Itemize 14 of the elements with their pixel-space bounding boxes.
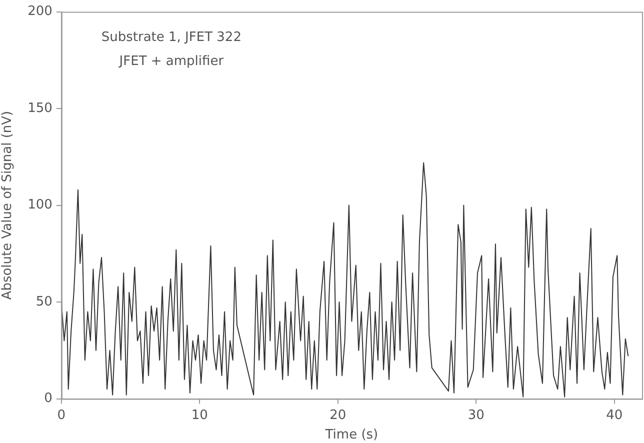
x-axis-title: Time (s) (324, 428, 378, 443)
x-tick-label: 30 (468, 408, 484, 423)
y-tick-label: 50 (36, 294, 52, 310)
x-tick-label: 40 (606, 408, 623, 423)
x-tick-label: 10 (191, 408, 208, 423)
y-tick-label: 150 (28, 100, 52, 116)
y-tick-label: 100 (28, 198, 52, 213)
x-tick-label: 0 (57, 408, 66, 423)
y-tick-label: 200 (28, 4, 52, 20)
x-tick-label: 20 (330, 408, 346, 423)
annotation: Substrate 1, JFET 322 (101, 30, 242, 45)
annotation: JFET + amplifier (118, 54, 224, 69)
y-axis-title: Absolute Value of Signal (nV) (0, 110, 16, 300)
y-tick-label: 0 (44, 391, 52, 406)
